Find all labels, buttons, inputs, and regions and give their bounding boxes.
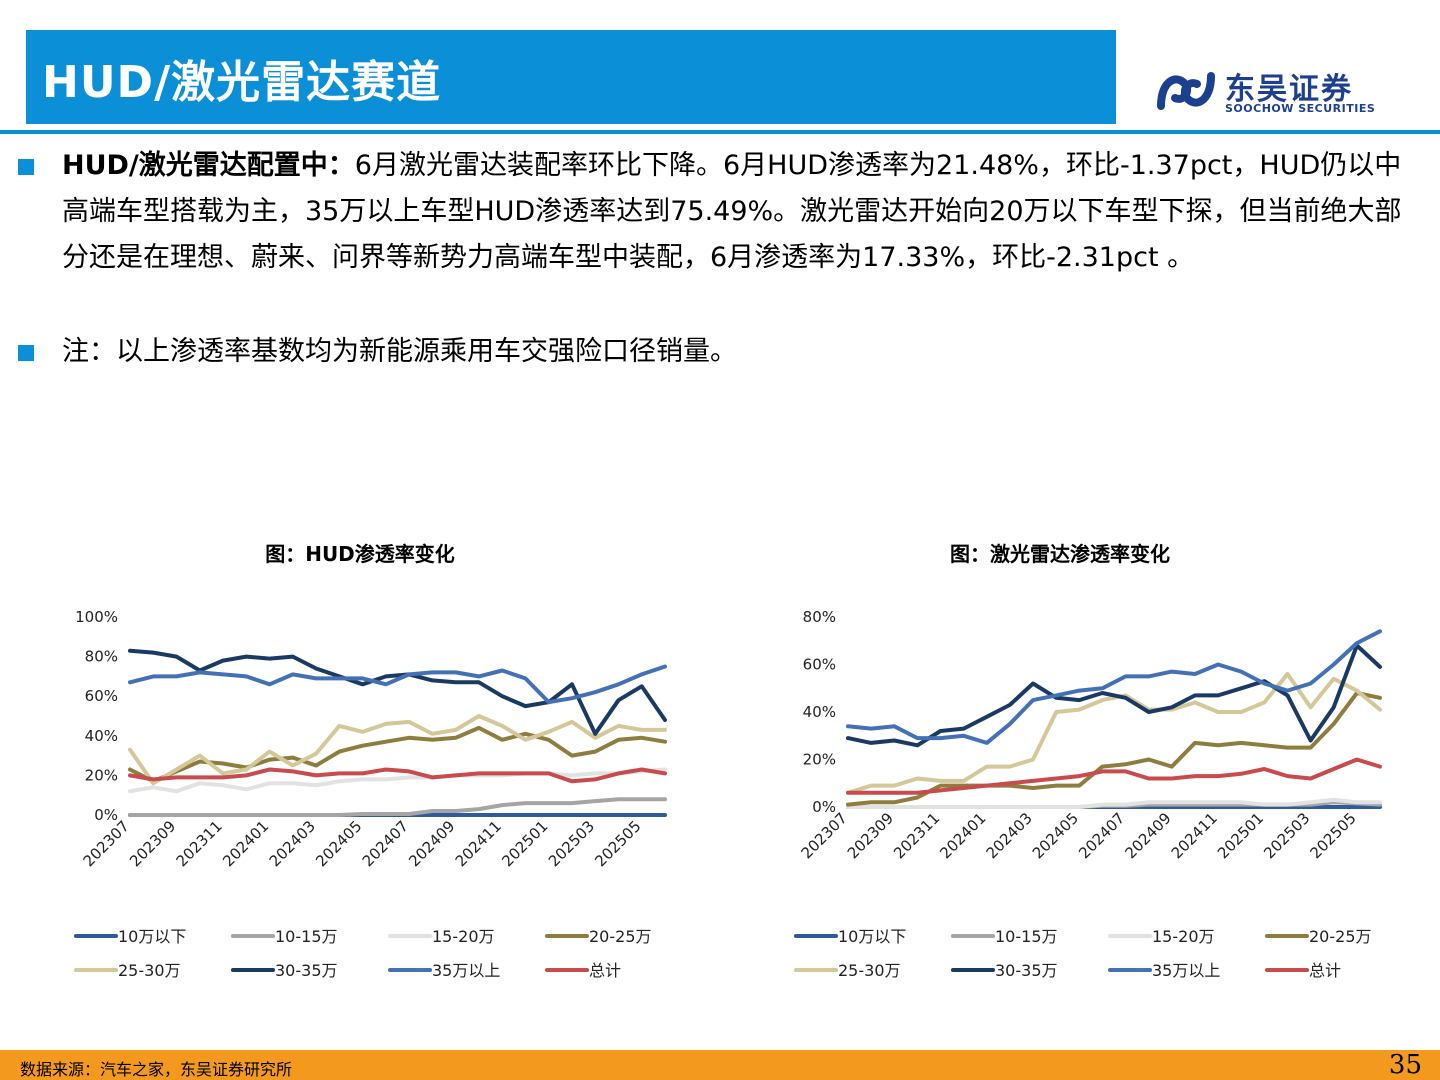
- x-tick-label: 202407: [1075, 809, 1128, 862]
- series-line-3: [846, 691, 1382, 807]
- legend-label: 30-35万: [995, 961, 1058, 980]
- soochow-logo: 东吴证券 SOOCHOW SECURITIES: [1155, 62, 1385, 122]
- x-tick-label: 202411: [452, 817, 505, 870]
- series-line-2: [846, 797, 1382, 809]
- hud-penetration-chart: 0%20%40%60%80%100%2023072023092023112024…: [74, 608, 667, 980]
- series-line-5: [846, 643, 1382, 748]
- x-tick-label: 202403: [983, 809, 1036, 862]
- bullet-1-text: HUD/激光雷达配置中：6月激光雷达装配率环比下降。6月HUD渗透率为21.48…: [62, 143, 1422, 281]
- legend-label: 10-15万: [275, 927, 338, 946]
- x-tick-label: 202501: [498, 817, 551, 870]
- x-tick-label: 202503: [1260, 809, 1313, 862]
- y-tick-label: 40%: [85, 727, 118, 745]
- x-tick-label: 202505: [591, 817, 644, 870]
- series-line-5: [128, 648, 667, 736]
- series-line-3: [128, 725, 667, 784]
- y-tick-label: 0%: [812, 798, 836, 816]
- y-tick-label: 20%: [85, 766, 118, 784]
- x-tick-label: 202411: [1168, 809, 1221, 862]
- page-number: 35: [1388, 1050, 1422, 1080]
- footer-bar: 数据来源：汽车之家，东吴证券研究所 35: [0, 1050, 1440, 1080]
- legend-label: 总计: [589, 961, 621, 980]
- page-title: HUD/激光雷达赛道: [42, 57, 442, 108]
- x-tick-label: 202307: [798, 809, 851, 862]
- logo-text-cn: 东吴证券: [1225, 72, 1353, 107]
- y-tick-label: 40%: [803, 703, 836, 721]
- x-tick-label: 202309: [126, 817, 179, 870]
- legend-label: 35万以上: [432, 961, 500, 980]
- title-bar: HUD/激光雷达赛道: [26, 30, 1116, 124]
- bullet-square-icon: [18, 159, 34, 175]
- legend-label: 15-20万: [1152, 927, 1215, 946]
- legend-label: 25-30万: [118, 961, 181, 980]
- x-tick-label: 202407: [359, 817, 412, 870]
- logo-mark-icon: [1157, 72, 1215, 110]
- x-tick-label: 202405: [312, 817, 365, 870]
- y-tick-label: 80%: [803, 608, 836, 626]
- series-line-7: [128, 767, 667, 784]
- x-tick-label: 202401: [936, 809, 989, 862]
- x-tick-label: 202309: [844, 809, 897, 862]
- chart-lidar-title: 图：激光雷达渗透率变化: [950, 542, 1170, 566]
- legend-label: 10-15万: [995, 927, 1058, 946]
- legend-label: 10万以下: [118, 927, 186, 946]
- x-tick-label: 202409: [1121, 809, 1174, 862]
- x-tick-label: 202501: [1214, 809, 1267, 862]
- legend-label: 30-35万: [275, 961, 338, 980]
- x-tick-label: 202409: [405, 817, 458, 870]
- series-line-4: [128, 714, 667, 786]
- series-line-1: [128, 797, 667, 817]
- series-line-2: [128, 767, 667, 794]
- bullet-square-icon: [18, 345, 34, 361]
- x-tick-label: 202401: [219, 817, 272, 870]
- logo-text-en: SOOCHOW SECURITIES: [1225, 102, 1376, 115]
- bullet-1-lead: HUD/激光雷达配置中：: [62, 150, 355, 181]
- bullet-1: HUD/激光雷达配置中：6月激光雷达装配率环比下降。6月HUD渗透率为21.48…: [18, 143, 1418, 333]
- legend-label: 20-25万: [589, 927, 652, 946]
- lidar-penetration-chart: 0%20%40%60%80%20230720230920231120240120…: [794, 608, 1382, 980]
- header-divider: [0, 130, 1440, 134]
- chart-hud-title: 图：HUD渗透率变化: [265, 542, 455, 566]
- series-line-6: [846, 629, 1382, 745]
- legend-label: 20-25万: [1309, 927, 1372, 946]
- y-tick-label: 60%: [85, 687, 118, 705]
- bullet-2: 注：以上渗透率基数均为新能源乘用车交强险口径销量。: [18, 329, 1418, 375]
- y-tick-label: 0%: [94, 806, 118, 824]
- data-source: 数据来源：汽车之家，东吴证券研究所: [20, 1060, 293, 1079]
- series-line-7: [846, 757, 1382, 795]
- series-line-6: [128, 664, 667, 705]
- x-tick-label: 202311: [173, 817, 226, 870]
- x-tick-label: 202307: [80, 817, 133, 870]
- legend-label: 35万以上: [1152, 961, 1220, 980]
- y-tick-label: 20%: [803, 751, 836, 769]
- legend-label: 总计: [1309, 961, 1341, 980]
- x-tick-label: 202503: [545, 817, 598, 870]
- legend-label: 15-20万: [432, 927, 495, 946]
- y-tick-label: 80%: [85, 648, 118, 666]
- y-tick-label: 60%: [803, 656, 836, 674]
- x-tick-label: 202403: [266, 817, 319, 870]
- legend-label: 10万以下: [838, 927, 906, 946]
- legend-label: 25-30万: [838, 961, 901, 980]
- bullet-2-text: 注：以上渗透率基数均为新能源乘用车交强险口径销量。: [62, 336, 737, 367]
- x-tick-label: 202311: [890, 809, 943, 862]
- x-tick-label: 202505: [1306, 809, 1359, 862]
- x-tick-label: 202405: [1029, 809, 1082, 862]
- bullet-1-body: 6月激光雷达装配率环比下降。6月HUD渗透率为21.48%，环比-1.37pct…: [62, 150, 1402, 273]
- y-tick-label: 100%: [75, 608, 118, 626]
- series-line-4: [846, 672, 1382, 795]
